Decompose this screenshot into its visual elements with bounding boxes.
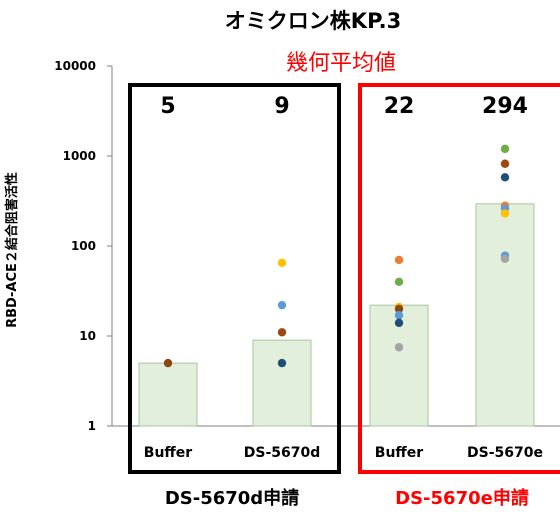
chart-subtitle: 幾何平均値	[286, 51, 396, 76]
group-label: DS-5670e申請	[395, 487, 529, 509]
data-point	[395, 256, 403, 264]
group-label: DS-5670d申請	[165, 487, 299, 509]
data-point	[395, 311, 403, 319]
data-point	[278, 301, 286, 309]
y-tick-label: 10000	[54, 59, 96, 73]
x-tick-label: DS-5670e	[467, 445, 543, 461]
data-point	[501, 209, 509, 217]
data-label: 5	[160, 94, 175, 119]
y-tick-label: 100	[71, 239, 96, 253]
data-point	[395, 278, 403, 286]
data-label: 294	[482, 94, 528, 119]
y-tick-label: 1	[88, 419, 96, 433]
data-point	[501, 160, 509, 168]
data-label: 22	[384, 94, 415, 119]
data-label: 9	[274, 94, 289, 119]
chart-title: オミクロン株KP.3	[225, 9, 401, 33]
plot-area: 1 10 100 1000 10000 Buffer DS-5670d Buffer DS-56…	[54, 59, 560, 509]
data-point	[395, 343, 403, 351]
y-tick-label: 10	[79, 329, 96, 343]
data-point	[395, 319, 403, 327]
data-point	[278, 359, 286, 367]
y-axis-label: RBD-ACE２結合阻害活性	[4, 172, 20, 328]
bar	[253, 340, 311, 426]
data-point	[278, 328, 286, 336]
x-tick-label: Buffer	[375, 445, 423, 461]
bar	[476, 204, 534, 426]
data-point	[501, 145, 509, 153]
data-point	[501, 173, 509, 181]
data-point	[278, 259, 286, 267]
x-tick-label: Buffer	[144, 445, 192, 461]
data-point	[164, 359, 172, 367]
data-point	[501, 255, 509, 263]
bar	[139, 363, 197, 426]
y-tick-label: 1000	[63, 149, 96, 163]
x-tick-label: DS-5670d	[244, 445, 321, 461]
